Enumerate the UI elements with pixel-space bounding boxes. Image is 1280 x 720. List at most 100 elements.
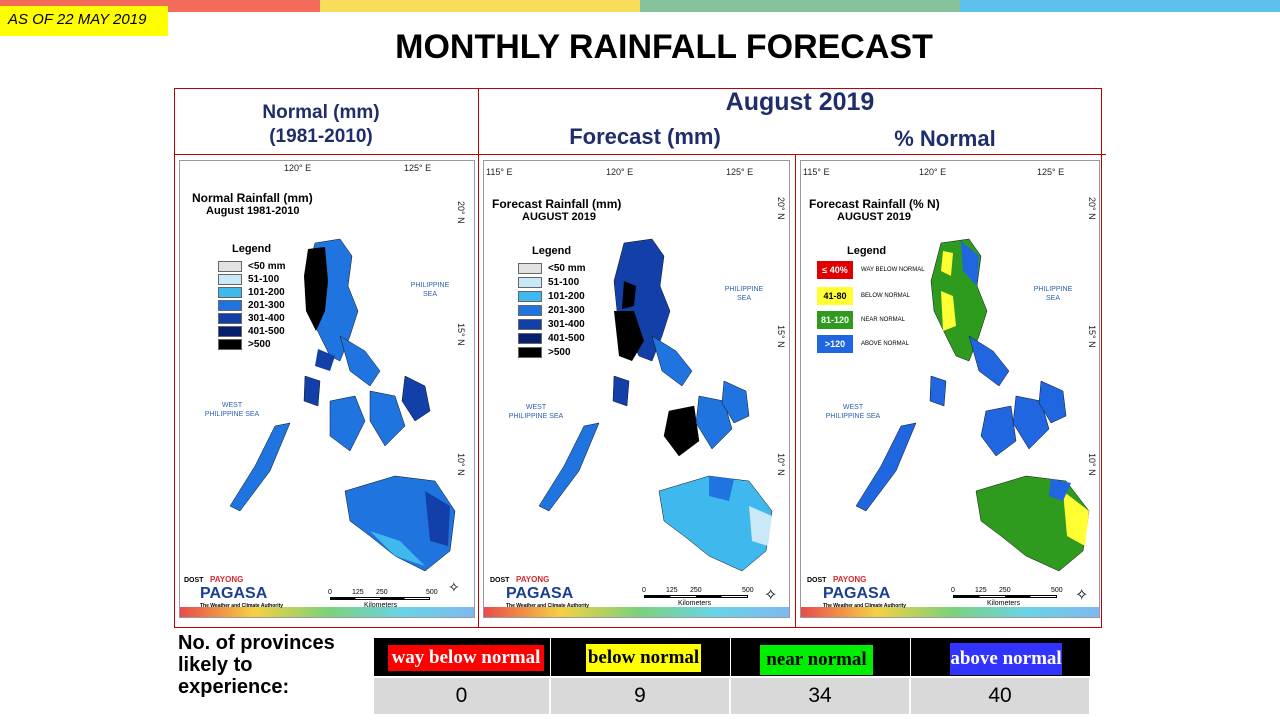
lon-label-115: 115° E: [486, 167, 513, 177]
map-subtitle-percent: AUGUST 2019: [837, 211, 911, 223]
sea-label-east: PHILIPPINE SEA: [1033, 286, 1073, 302]
category-way-below-normal: way below normal: [388, 645, 544, 671]
logo-payong: PAYONG: [210, 575, 244, 584]
legend-label: BELOW NORMAL: [861, 293, 911, 299]
legend-label: 201-300: [548, 305, 585, 316]
legend-label: <50 mm: [548, 263, 586, 274]
legend-label: WAY BELOW NORMAL: [861, 267, 925, 273]
mindoro-palawan: [538, 375, 630, 512]
sea-label-west: WEST PHILIPPINE SEA: [825, 404, 881, 420]
luzon: [304, 238, 381, 387]
legend-label: 401-500: [248, 326, 285, 337]
legend-label: >500: [248, 339, 271, 350]
legend-swatch: [518, 305, 542, 316]
scale-unit: Kilometers: [364, 602, 398, 609]
map-title-forecast: Forecast Rainfall (mm): [492, 197, 622, 211]
logo-dost: DOST: [490, 577, 510, 584]
north-arrow-icon: ✧: [764, 587, 778, 604]
forecast-heading: Forecast (mm): [569, 124, 721, 149]
legend-label: 101-200: [548, 291, 585, 302]
legend-item: 301-400: [218, 313, 285, 324]
logo-pagasa: PAGASA: [506, 585, 574, 602]
legend-item: 101-200: [218, 287, 285, 298]
scale-tick: 125: [975, 587, 987, 594]
category-below-normal: below normal: [586, 644, 701, 672]
normal-period: (1981-2010): [269, 126, 373, 147]
legend-swatch: [518, 277, 542, 288]
legend-label: NEAR NORMAL: [861, 317, 906, 323]
month-heading: August 2019: [725, 88, 875, 116]
count-above-normal: 40: [911, 678, 1090, 714]
legend-item: <50 mm: [518, 263, 586, 274]
map-title-normal: Normal Rainfall (mm): [192, 191, 313, 205]
scale-tick: 500: [426, 589, 438, 596]
logo-dost: DOST: [184, 577, 204, 584]
legend-swatch: [218, 300, 242, 311]
legend-swatch: 41-80: [817, 287, 853, 305]
map-panel-forecast: 115° E 120° E 125° E 20° N 15° N 10° N F…: [483, 160, 790, 618]
north-arrow-icon: ✧: [448, 579, 460, 595]
logo-pagasa: PAGASA: [200, 585, 268, 602]
legend-label: 301-400: [248, 313, 285, 324]
stripe-3: [640, 0, 960, 12]
lon-label-125: 125° E: [404, 163, 432, 173]
lon-label-125: 125° E: [726, 167, 754, 177]
lat-label-10: 10° N: [1087, 453, 1097, 476]
legend-item: 401-500: [518, 333, 585, 344]
pct-heading: % Normal: [894, 126, 996, 151]
lat-label-10: 10° N: [456, 453, 466, 476]
map-title-percent: Forecast Rainfall (% N): [809, 197, 940, 211]
legend-swatch: [518, 291, 542, 302]
legend-swatch: [218, 339, 242, 350]
lon-label-120: 120° E: [606, 167, 634, 177]
sea-label-west: WEST PHILIPPINE SEA: [508, 404, 564, 420]
lat-label-20: 20° N: [1087, 197, 1097, 220]
category-above-normal: above normal: [950, 643, 1062, 675]
scale-tick: 250: [376, 589, 388, 596]
legend-item: ≤ 40% WAY BELOW NORMAL: [817, 261, 925, 279]
legend-label: 51-100: [248, 274, 280, 285]
scale-tick: 125: [352, 589, 364, 596]
visayas: [980, 380, 1067, 457]
legend-label: 51-100: [548, 277, 580, 288]
legend-item: >500: [218, 339, 271, 350]
legend-item: 201-300: [218, 300, 285, 311]
legend-item: <50 mm: [218, 261, 286, 272]
scale-unit: Kilometers: [987, 600, 1021, 607]
luzon: [930, 238, 1010, 387]
scale-tick: 500: [1051, 587, 1063, 594]
legend-swatch: [218, 313, 242, 324]
legend-swatch: [218, 287, 242, 298]
count-near-normal: 34: [731, 678, 910, 714]
legend-label: 401-500: [548, 333, 585, 344]
legend-item: 51-100: [518, 277, 579, 288]
column-divider-2: [795, 154, 796, 628]
legend-swatch: [218, 326, 242, 337]
lon-label-115: 115° E: [803, 167, 830, 177]
logo-pagasa: PAGASA: [823, 585, 891, 602]
map-panel-normal: 120° E 125° E 20° N 15° N 10° N Normal R…: [179, 160, 475, 618]
map-subtitle-normal: August 1981-2010: [206, 205, 300, 217]
legend-swatch: [218, 274, 242, 285]
lat-label-15: 15° N: [1087, 325, 1097, 348]
scale-tick: 500: [742, 587, 754, 594]
luzon: [613, 238, 693, 387]
lat-label-20: 20° N: [776, 197, 786, 220]
scale-bar: [644, 595, 748, 598]
stripe-2: [320, 0, 640, 12]
header-divider: [174, 154, 1106, 155]
legend-title: Legend: [532, 245, 572, 257]
legend-title: Legend: [232, 243, 272, 255]
summary-label: No. of provinces likely to experience:: [178, 632, 335, 698]
map-subtitle-forecast: AUGUST 2019: [522, 211, 596, 223]
logo-payong: PAYONG: [833, 575, 867, 584]
lon-label-120: 120° E: [919, 167, 947, 177]
stripe-4: [960, 0, 1280, 12]
scale-unit: Kilometers: [678, 600, 712, 607]
map-percent: [801, 238, 1099, 617]
date-badge: AS OF 22 MAY 2019: [0, 6, 168, 36]
legend-label: >500: [548, 347, 571, 358]
column-divider-1: [478, 88, 479, 628]
map-normal: [180, 238, 474, 617]
legend-swatch: >120: [817, 335, 853, 353]
